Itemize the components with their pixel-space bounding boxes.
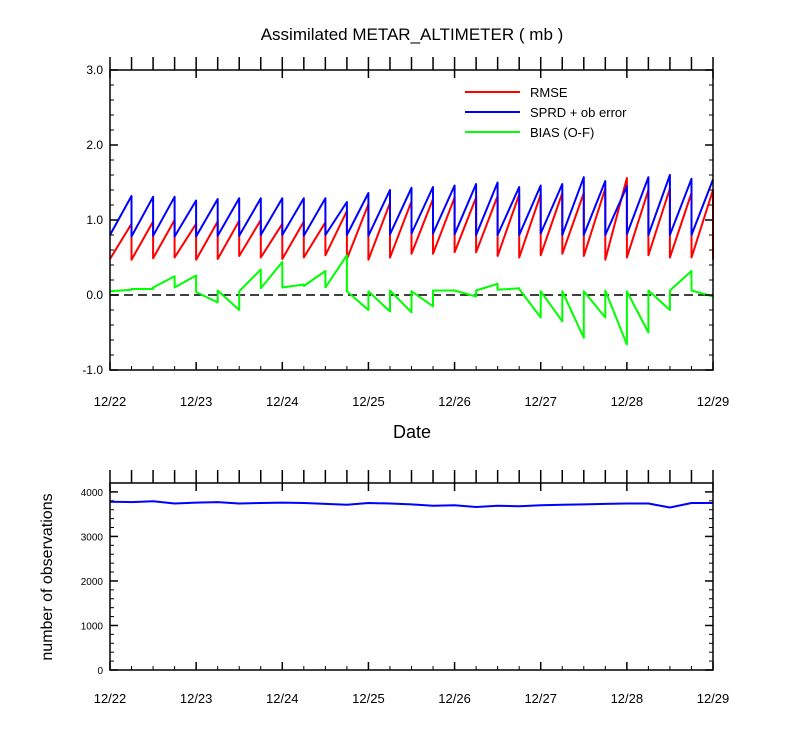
y-tick-label: 3.0 [86, 63, 103, 77]
x-axis-title: Date [393, 422, 431, 442]
x-tick-label: 12/26 [438, 691, 471, 706]
series-lines [109, 500, 713, 509]
series-line-2 [109, 174, 714, 238]
x-tick-label: 12/24 [266, 394, 299, 409]
y-tick-label: 2000 [81, 577, 104, 588]
x-tick-label: 12/29 [697, 394, 730, 409]
x-tick-label: 12/27 [524, 394, 557, 409]
x-tick-label: 12/25 [352, 691, 385, 706]
y-axis-ticks: -1.0 0.0 1.0 2.0 3.0 [82, 63, 713, 377]
legend: RMSE SPRD + ob error BIAS (O-F) [465, 85, 627, 140]
x-tick-label: 12/24 [266, 691, 299, 706]
series-lines [109, 174, 714, 346]
plot-frame [109, 482, 714, 671]
y-axis-title: number of observations [39, 493, 56, 660]
series-line-1 [109, 500, 713, 509]
x-tick-label: 12/23 [180, 394, 213, 409]
legend-label: RMSE [530, 85, 568, 100]
y-axis-ticks: 0 1000 2000 3000 4000 [81, 488, 713, 677]
legend-label: BIAS (O-F) [530, 125, 594, 140]
y-tick-label: 1.0 [86, 213, 103, 227]
y-tick-label: 3000 [81, 532, 104, 543]
altimeter-chart: Assimilated METAR_ALTIMETER ( mb ) -1.0 0… [82, 25, 729, 442]
x-axis-ticks: 12/22 12/23 12/24 12/25 12/26 12/27 12/28 12/29 [94, 470, 730, 706]
y-tick-label: -1.0 [82, 363, 103, 377]
x-tick-label: 12/29 [697, 691, 730, 706]
y-tick-label: 0.0 [86, 288, 103, 302]
x-tick-label: 12/26 [438, 394, 471, 409]
legend-label: SPRD + ob error [530, 105, 627, 120]
y-tick-label: 0 [97, 666, 103, 677]
x-tick-label: 12/22 [94, 691, 127, 706]
x-tick-label: 12/23 [180, 691, 213, 706]
series-line-3 [109, 254, 714, 346]
chart-title: Assimilated METAR_ALTIMETER ( mb ) [261, 25, 564, 44]
y-tick-label: 2.0 [86, 138, 103, 152]
x-tick-label: 12/28 [611, 394, 644, 409]
x-tick-label: 12/25 [352, 394, 385, 409]
x-axis-ticks: 12/22 12/23 12/24 12/25 12/26 12/27 12/28 12/29 [94, 57, 730, 409]
x-tick-label: 12/27 [524, 691, 557, 706]
y-tick-label: 1000 [81, 621, 104, 632]
x-tick-label: 12/28 [611, 691, 644, 706]
y-tick-label: 4000 [81, 488, 104, 499]
x-tick-label: 12/22 [94, 394, 127, 409]
